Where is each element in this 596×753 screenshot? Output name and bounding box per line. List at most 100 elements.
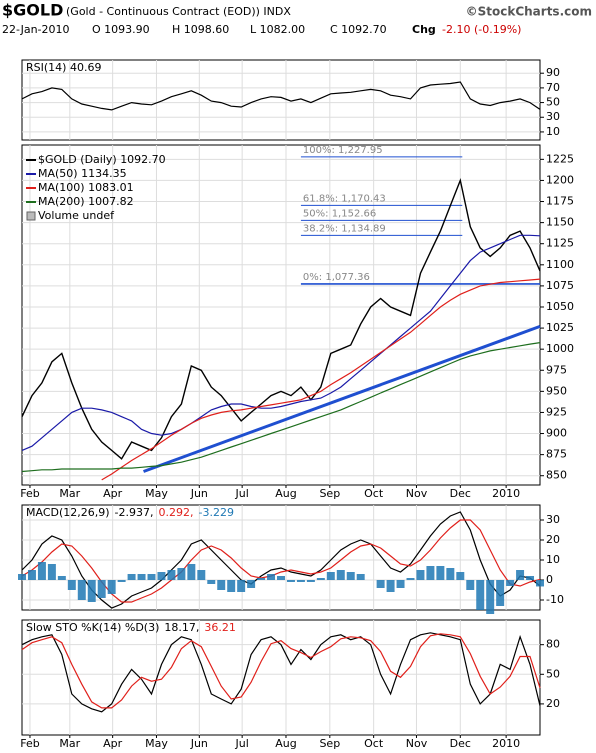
legend-label: MA(200) 1007.82 — [38, 195, 134, 208]
x-tick-label: Nov — [406, 487, 428, 500]
histogram-bar — [306, 580, 315, 582]
fib-label: 61.8%: 1,170.43 — [303, 193, 386, 204]
histogram-bar — [316, 578, 325, 580]
trendline — [143, 324, 541, 473]
x-tick-label: May — [145, 737, 168, 750]
histogram-bar — [406, 578, 415, 580]
y-tick-label: 30 — [546, 513, 560, 526]
histogram-bar — [237, 580, 246, 592]
legend-value: 36.21 — [204, 621, 236, 634]
panel-label-text: RSI(14) 40.69 — [26, 61, 101, 74]
histogram-bar — [247, 580, 256, 588]
legend-value: -2.937, — [115, 506, 154, 519]
histogram-bar — [57, 576, 66, 580]
legend-label: Volume undef — [38, 209, 115, 222]
histogram-bar — [137, 574, 146, 580]
y-tick-label: 50 — [546, 96, 560, 109]
x-tick-label: Jun — [190, 487, 208, 500]
x-tick-label: Jul — [235, 737, 249, 750]
x-tick-label: May — [145, 487, 168, 500]
x-tick-label: Sep — [319, 487, 340, 500]
close: C 1092.70 — [330, 23, 387, 36]
histogram-bar — [296, 580, 305, 582]
x-tick-label: Mar — [59, 487, 80, 500]
histogram-bar — [227, 580, 236, 592]
histogram-bar — [77, 580, 86, 600]
symbol: $GOLD — [2, 1, 63, 20]
histogram-bar — [167, 570, 176, 580]
histogram-bar — [436, 566, 445, 580]
series-line — [21, 234, 541, 451]
histogram-bar — [506, 580, 515, 586]
legend-value: 0.292, — [159, 506, 194, 519]
histogram-bar — [456, 572, 465, 580]
histogram-bar — [496, 580, 505, 606]
series-line — [21, 342, 541, 473]
histogram-bar — [476, 580, 485, 610]
fib-label: 38.2%: 1,134.89 — [303, 223, 386, 234]
histogram-bar — [117, 580, 126, 582]
histogram-bar — [526, 576, 535, 580]
histogram-bar — [197, 570, 206, 580]
description: (Gold - Continuous Contract (EOD)) INDX — [66, 5, 291, 18]
change: -2.10 (-0.19%) — [442, 23, 521, 36]
x-tick-label: 2010 — [492, 487, 520, 500]
fib-label: 0%: 1,077.36 — [303, 272, 370, 283]
fib-label: 50%: 1,152.66 — [303, 208, 376, 219]
x-tick-label: 2010 — [492, 737, 520, 750]
x-tick-label: Feb — [20, 487, 39, 500]
histogram-bar — [18, 574, 26, 580]
histogram-bar — [356, 574, 365, 580]
y-tick-label: 20 — [546, 533, 560, 546]
y-tick-label: 1100 — [546, 258, 574, 271]
y-tick-label: -10 — [546, 593, 564, 606]
x-tick-label: Dec — [450, 487, 471, 500]
series-line — [21, 511, 541, 609]
panel-label: MACD(12,26,9) -2.937, 0.292, -3.229 — [26, 506, 234, 519]
legend-label: $GOLD (Daily) 1092.70 — [38, 153, 166, 166]
legend-value: 18.17, — [164, 621, 199, 634]
histogram-bar — [286, 580, 295, 582]
x-tick-label: Jul — [235, 487, 249, 500]
histogram-bar — [336, 570, 345, 580]
panel — [21, 619, 541, 736]
y-tick-label: 1200 — [546, 173, 574, 186]
y-tick-label: 975 — [546, 363, 567, 376]
legend-swatch — [26, 211, 36, 221]
x-tick-label: Feb — [20, 737, 39, 750]
histogram-bar — [536, 580, 544, 587]
series-line — [21, 81, 541, 111]
histogram-bar — [107, 580, 116, 594]
histogram-bar — [486, 580, 495, 614]
histogram-bar — [177, 568, 186, 580]
histogram-bar — [147, 574, 156, 580]
x-tick-label: Aug — [275, 487, 296, 500]
y-tick-label: 90 — [546, 66, 560, 79]
histogram-bar — [157, 572, 166, 580]
series-line — [21, 632, 541, 713]
y-tick-label: 900 — [546, 427, 567, 440]
histogram-bar — [446, 568, 455, 580]
y-tick-label: 1150 — [546, 216, 574, 229]
y-tick-label: 1025 — [546, 321, 574, 334]
y-tick-label: 1125 — [546, 237, 574, 250]
y-tick-label: 925 — [546, 405, 567, 418]
y-tick-label: 10 — [546, 125, 560, 138]
x-tick-label: Apr — [103, 487, 123, 500]
panel-label-text: Slow STO %K(14) %D(3) — [26, 621, 159, 634]
histogram-bar — [27, 570, 36, 580]
x-tick-label: Mar — [59, 737, 80, 750]
x-tick-label: Oct — [364, 737, 384, 750]
panel-label-text: MACD(12,26,9) — [26, 506, 110, 519]
histogram-bar — [277, 576, 285, 580]
y-tick-label: 20 — [546, 697, 560, 710]
source: ©StockCharts.com — [466, 5, 592, 19]
histogram-bar — [257, 578, 266, 580]
y-tick-label: 1050 — [546, 300, 574, 313]
series-line — [21, 633, 541, 709]
series-line — [21, 177, 541, 460]
histogram-bar — [516, 570, 525, 580]
y-tick-label: 0 — [546, 573, 553, 586]
y-tick-label: 1225 — [546, 152, 574, 165]
histogram-bar — [207, 580, 216, 584]
